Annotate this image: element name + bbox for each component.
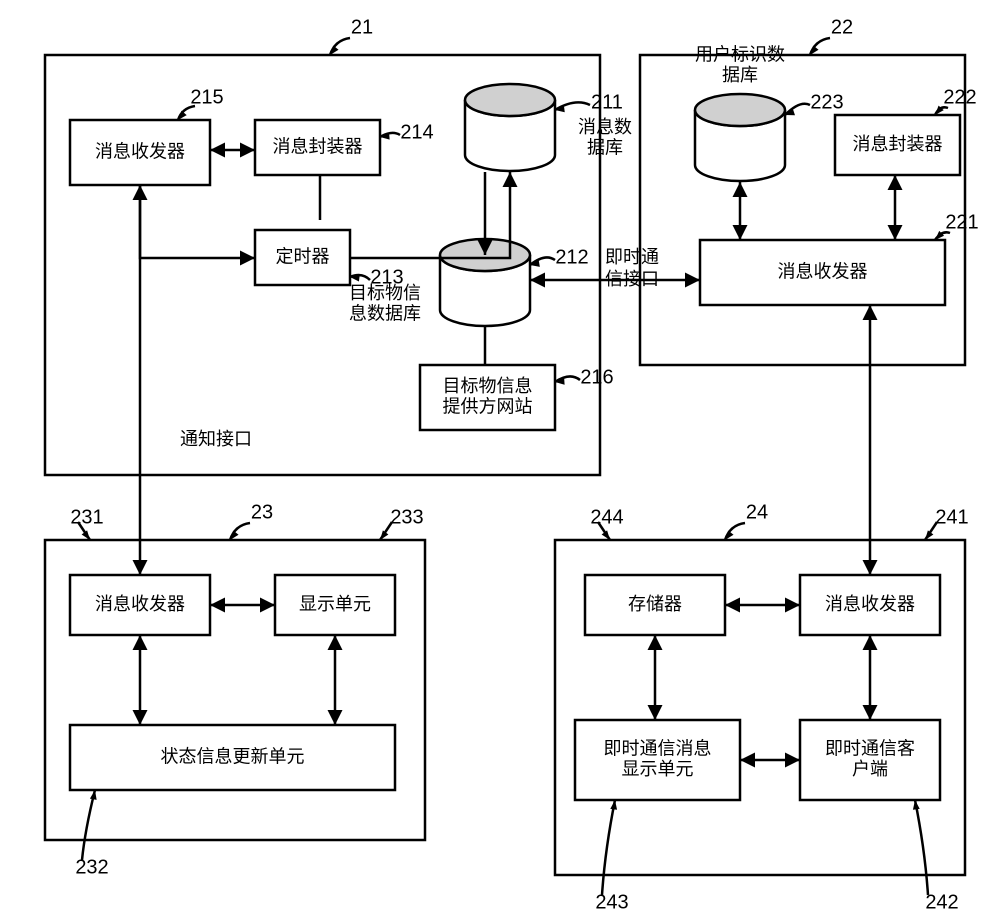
svg-text:息数据库: 息数据库 [349,304,421,324]
svg-text:用户标识数: 用户标识数 [695,44,785,64]
leader-arrow [380,530,388,540]
svg-text:据库: 据库 [587,138,623,158]
svg-text:211: 211 [591,91,623,113]
conn-a215_213 [140,185,255,258]
svg-text:户端: 户端 [852,759,888,779]
leader-arrow [602,530,610,540]
svg-text:23: 23 [251,501,273,523]
svg-text:24: 24 [746,501,768,523]
svg-text:243: 243 [595,891,628,913]
svg-text:消息封装器: 消息封装器 [273,136,363,156]
svg-text:216: 216 [580,366,613,388]
leader-l242 [915,800,928,895]
svg-text:定时器: 定时器 [276,246,330,266]
svg-text:即时通信消息: 即时通信消息 [604,738,712,758]
cylinder-top [465,84,555,116]
svg-text:231: 231 [70,506,103,528]
container-22 [640,55,965,365]
svg-text:提供方网站: 提供方网站 [443,397,533,417]
svg-text:223: 223 [810,91,843,113]
svg-text:212: 212 [555,246,588,268]
svg-text:215: 215 [190,86,223,108]
svg-text:消息封装器: 消息封装器 [853,134,943,154]
svg-text:状态信息更新单元: 状态信息更新单元 [161,746,305,766]
svg-text:233: 233 [390,506,423,528]
svg-text:显示单元: 显示单元 [622,759,694,779]
svg-text:232: 232 [75,856,108,878]
svg-text:据库: 据库 [722,65,758,85]
svg-text:显示单元: 显示单元 [299,594,371,614]
svg-text:消息收发器: 消息收发器 [95,141,185,161]
svg-text:21: 21 [351,16,373,38]
svg-text:消息收发器: 消息收发器 [95,594,185,614]
svg-text:通知接口: 通知接口 [180,429,252,449]
svg-text:即时通信客: 即时通信客 [825,738,915,758]
svg-text:消息收发器: 消息收发器 [825,594,915,614]
leader-l232 [82,790,95,860]
svg-text:消息收发器: 消息收发器 [778,261,868,281]
svg-text:241: 241 [935,506,968,528]
svg-text:213: 213 [370,266,403,288]
svg-text:消息数: 消息数 [578,117,632,137]
svg-text:244: 244 [590,506,623,528]
svg-text:目标物信息: 目标物信息 [443,376,533,396]
svg-text:存储器: 存储器 [628,594,682,614]
svg-text:242: 242 [925,891,958,913]
cylinder-top [695,94,785,126]
svg-text:22: 22 [831,16,853,38]
leader-arrow [82,530,90,540]
svg-text:214: 214 [400,121,433,143]
leader-arrow [925,530,933,540]
svg-text:即时通: 即时通 [605,247,659,267]
leader-l243 [602,800,615,895]
svg-text:221: 221 [945,211,978,233]
svg-text:222: 222 [943,86,976,108]
